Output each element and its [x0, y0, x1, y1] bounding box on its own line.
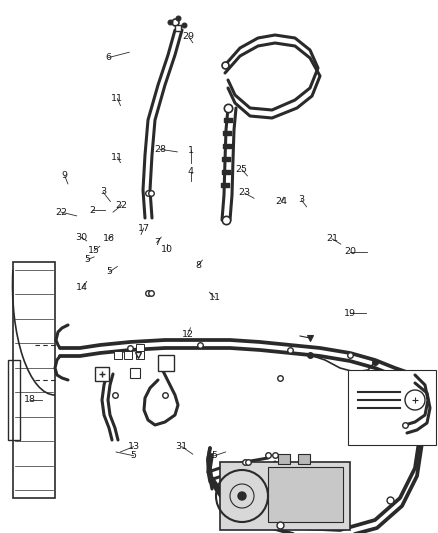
- Text: 22: 22: [116, 201, 128, 209]
- Text: 2: 2: [89, 206, 95, 214]
- Text: 30: 30: [75, 233, 87, 241]
- Text: 3: 3: [298, 196, 304, 204]
- Bar: [158, 355, 174, 371]
- Text: 31: 31: [176, 442, 188, 451]
- Bar: [130, 368, 140, 378]
- Text: 18: 18: [24, 395, 36, 404]
- Text: 11: 11: [111, 94, 124, 103]
- Text: 11: 11: [208, 293, 221, 302]
- Text: 20: 20: [344, 247, 357, 256]
- Circle shape: [238, 492, 246, 500]
- Bar: [13, 262, 55, 498]
- Text: 5: 5: [131, 451, 137, 460]
- Text: 23: 23: [238, 189, 251, 197]
- Bar: [95, 367, 109, 381]
- Bar: [220, 462, 350, 530]
- Text: 10: 10: [161, 245, 173, 254]
- Text: 9: 9: [62, 172, 68, 180]
- Text: 25: 25: [236, 165, 248, 174]
- Text: 13: 13: [127, 442, 140, 451]
- Bar: [136, 344, 144, 352]
- Bar: [136, 351, 144, 359]
- Bar: [114, 351, 122, 359]
- Text: 3: 3: [100, 188, 106, 196]
- Text: 29: 29: [182, 32, 194, 41]
- Text: 28: 28: [154, 145, 166, 154]
- Text: 5: 5: [106, 268, 113, 276]
- Text: 4: 4: [187, 167, 194, 176]
- Text: 1: 1: [187, 146, 194, 155]
- Text: 5: 5: [212, 451, 218, 460]
- Text: 7: 7: [154, 238, 160, 247]
- Text: 16: 16: [102, 235, 115, 243]
- Text: 5: 5: [85, 255, 91, 264]
- Text: 21: 21: [326, 235, 338, 243]
- Text: 6: 6: [106, 53, 112, 62]
- Text: 22: 22: [55, 208, 67, 216]
- Bar: [278, 454, 290, 464]
- Text: 11: 11: [111, 153, 124, 161]
- Text: 24: 24: [275, 197, 287, 206]
- Bar: [124, 351, 132, 359]
- Text: 19: 19: [344, 309, 357, 318]
- Text: 8: 8: [195, 261, 201, 270]
- Text: 15: 15: [88, 246, 100, 255]
- Text: 17: 17: [138, 224, 150, 232]
- Text: 12: 12: [181, 330, 194, 339]
- Text: 14: 14: [76, 284, 88, 292]
- Bar: [298, 454, 310, 464]
- Bar: [348, 370, 436, 445]
- Bar: [8, 360, 20, 440]
- Bar: [268, 467, 343, 522]
